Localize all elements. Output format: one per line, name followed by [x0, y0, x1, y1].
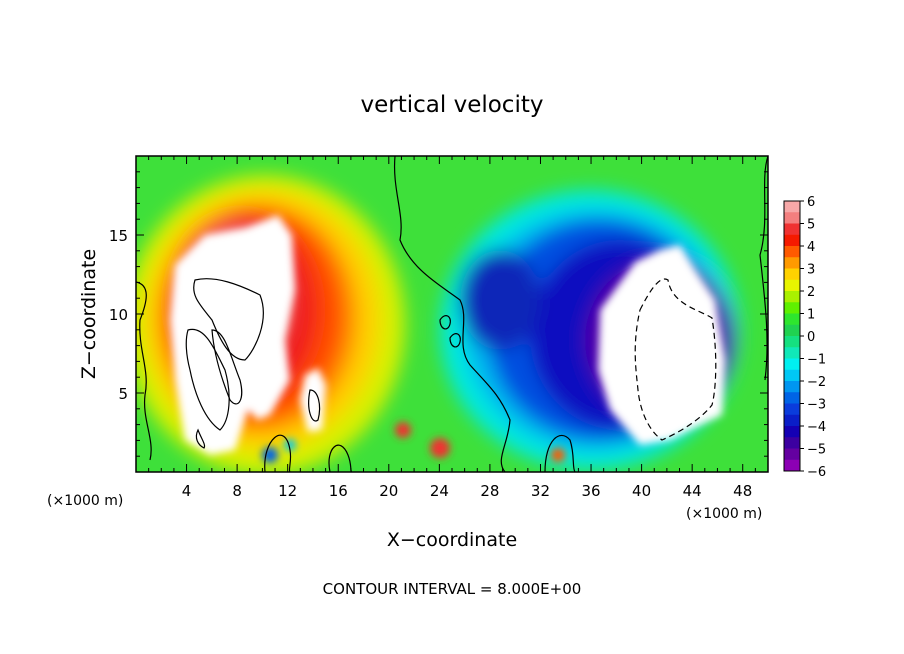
- colorbar-swatch: [784, 381, 800, 393]
- colorbar: 6 5 4 3 2 1 0 −1 −2 −3 −4 −5 −6: [783, 195, 826, 480]
- y-tick-label: 15: [109, 227, 128, 245]
- colorbar-swatch: [784, 223, 800, 236]
- colorbar-swatch: [784, 324, 800, 337]
- colorbar-label: −1: [807, 353, 826, 368]
- chart-title: vertical velocity: [361, 92, 544, 118]
- x-tick-label: 4: [182, 482, 192, 500]
- colorbar-swatch: [784, 437, 800, 449]
- contour-lines: [136, 156, 768, 472]
- colorbar-label: 4: [807, 240, 815, 255]
- x-tick-label: 8: [232, 482, 242, 500]
- y-axis-label: Z−coordinate: [78, 249, 100, 379]
- colorbar-swatch: [784, 302, 800, 314]
- colorbar-swatch: [784, 347, 800, 359]
- colorbar-label: −5: [807, 443, 826, 458]
- x-tick-label: 24: [430, 482, 449, 500]
- y-tick-label: 5: [118, 385, 128, 403]
- colorbar-swatch: [784, 257, 800, 269]
- velocity-field: [136, 156, 768, 472]
- x-tick-label: 12: [278, 482, 297, 500]
- colorbar-swatch: [784, 369, 800, 382]
- y-tick-label: 10: [109, 306, 128, 324]
- colorbar-label: −4: [807, 420, 826, 435]
- colorbar-label: 1: [807, 308, 815, 323]
- x-axis: 4 8 12 16 20 24 28 32 36 40 44 48: [148, 156, 756, 500]
- colorbar-swatch: [784, 336, 800, 348]
- x-tick-label: 48: [733, 482, 752, 500]
- colorbar-swatch: [784, 392, 800, 404]
- colorbar-swatch: [784, 246, 800, 258]
- colorbar-swatch: [784, 426, 800, 438]
- colorbar-swatch: [784, 403, 800, 416]
- colorbar-swatch: [784, 414, 800, 427]
- colorbar-label: −6: [807, 465, 826, 480]
- colorbar-label: 6: [807, 195, 815, 210]
- colorbar-swatch: [784, 459, 800, 472]
- colorbar-label: 2: [807, 285, 815, 300]
- colorbar-swatch: [784, 291, 800, 303]
- colorbar-swatch: [784, 358, 800, 371]
- colorbar-swatch: [784, 201, 800, 213]
- x-tick-label: 28: [480, 482, 499, 500]
- x-unit-right: (×1000 m): [686, 506, 762, 522]
- x-tick-label: 44: [683, 482, 702, 500]
- y-axis: 5 10 15: [109, 171, 768, 457]
- colorbar-swatch: [784, 313, 800, 326]
- colorbar-swatch: [784, 212, 800, 224]
- x-tick-label: 36: [581, 482, 600, 500]
- colorbar-label: 5: [807, 218, 815, 233]
- x-tick-label: 32: [531, 482, 550, 500]
- colorbar-swatch: [784, 268, 800, 281]
- x-tick-label: 16: [329, 482, 348, 500]
- x-axis-label: X−coordinate: [387, 529, 517, 551]
- colorbar-label: 3: [807, 263, 815, 278]
- colorbar-swatch: [784, 279, 800, 292]
- colorbar-label: −3: [807, 398, 826, 413]
- x-unit-left: (×1000 m): [47, 493, 123, 509]
- colorbar-label: 0: [807, 330, 815, 345]
- colorbar-label: −2: [807, 375, 826, 390]
- colorbar-swatch: [784, 234, 800, 247]
- x-tick-label: 20: [379, 482, 398, 500]
- contour-interval-note: CONTOUR INTERVAL = 8.000E+00: [323, 580, 582, 598]
- colorbar-swatch: [784, 448, 800, 461]
- x-tick-label: 40: [632, 482, 651, 500]
